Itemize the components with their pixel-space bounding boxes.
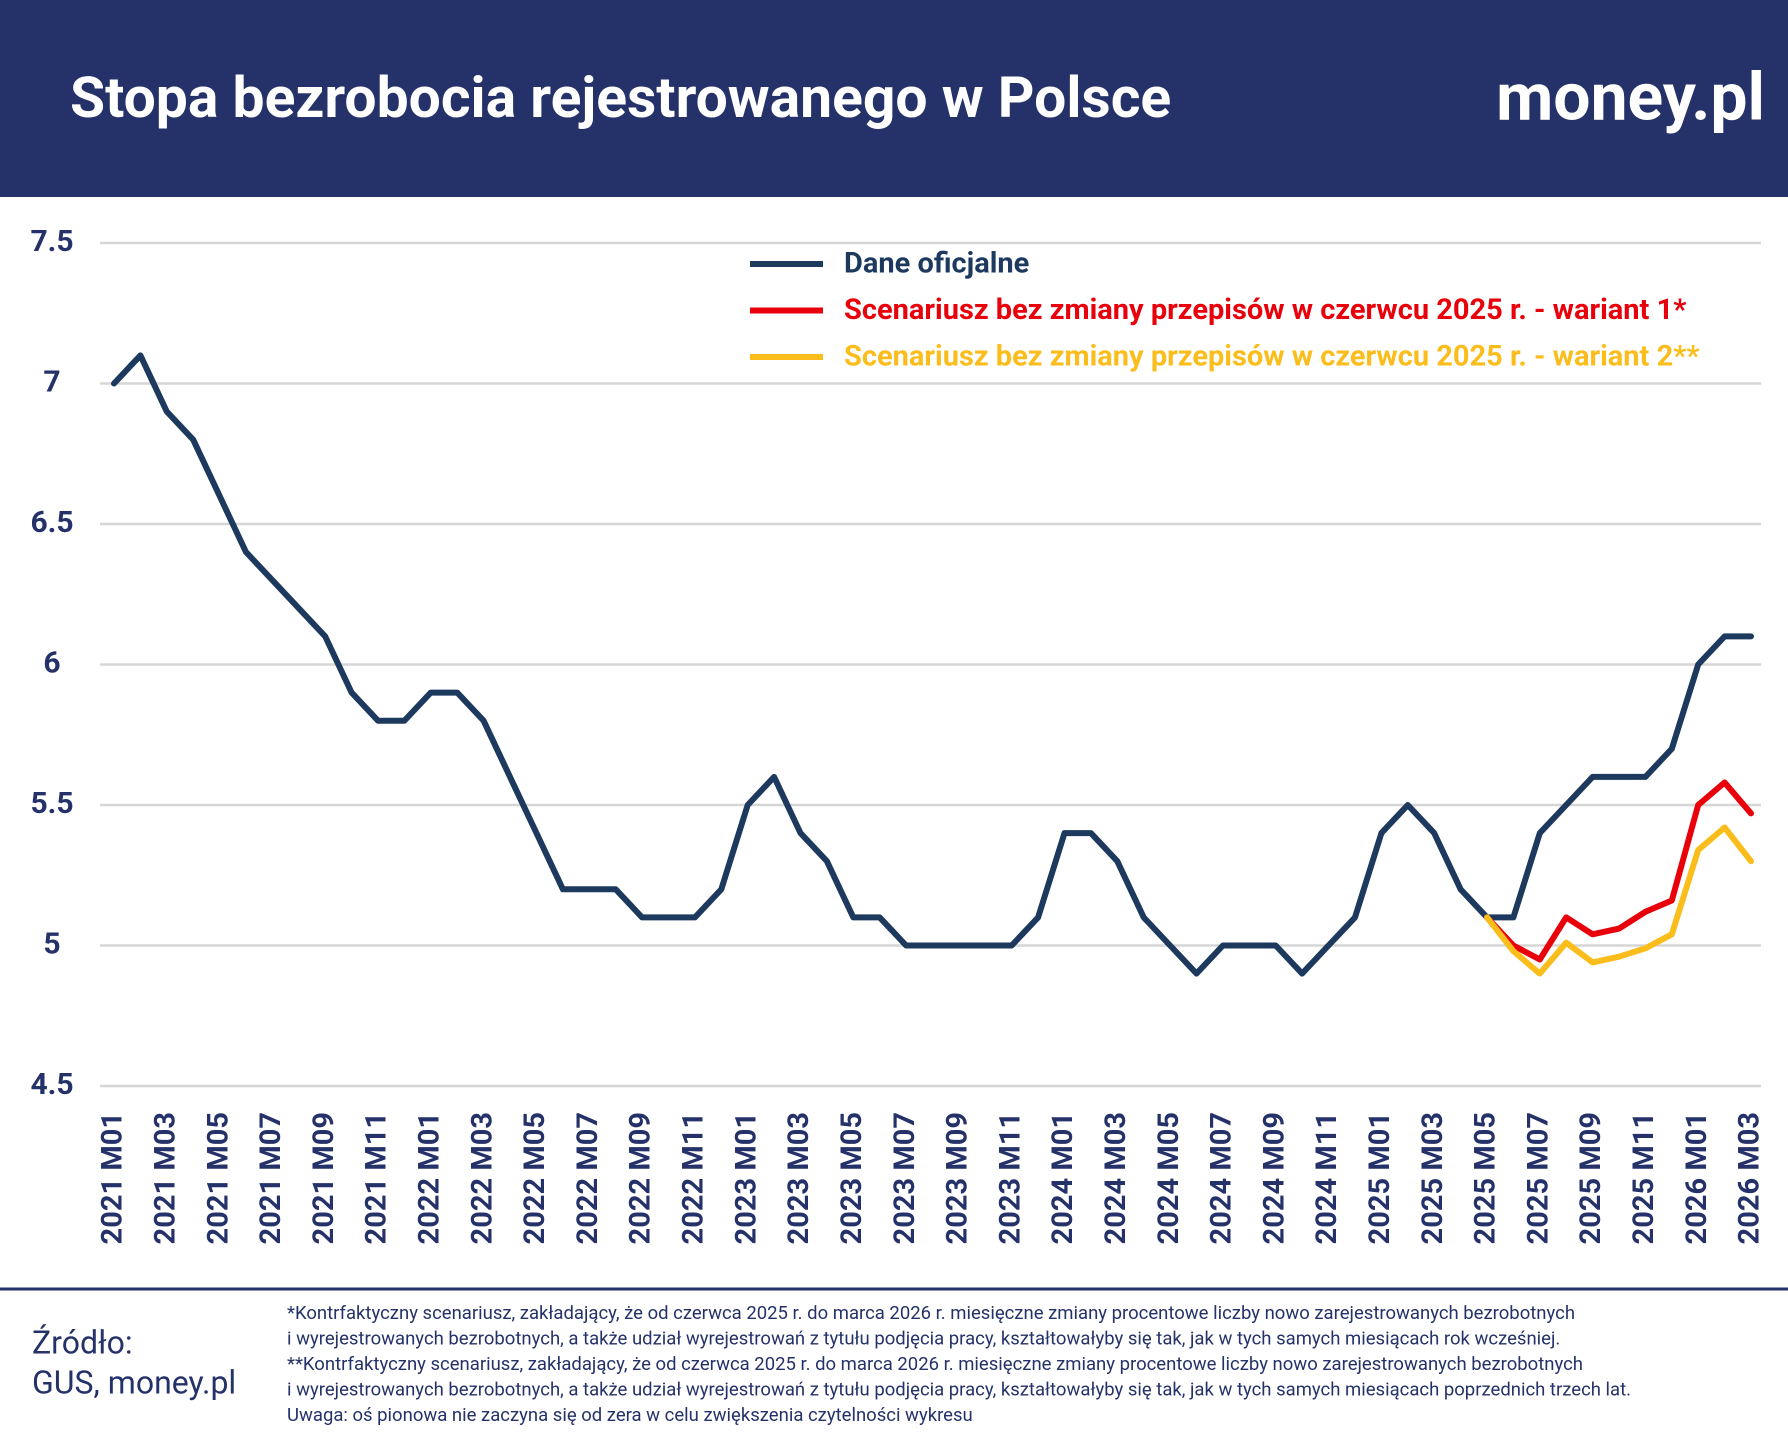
series-line bbox=[111, 352, 1754, 977]
x-tick-label: 2023 M05 bbox=[835, 1112, 869, 1244]
chart-title: Stopa bezrobocia rejestrowanego w Polsce bbox=[70, 64, 1171, 131]
x-tick-label: 2024 M03 bbox=[1099, 1112, 1133, 1244]
x-tick-label: 2022 M01 bbox=[412, 1112, 446, 1244]
note: Uwaga: oś pionowa nie zaczyna się od zer… bbox=[287, 1404, 973, 1426]
legend-label: Dane oficjalne bbox=[844, 247, 1029, 281]
y-tick-label: 4.5 bbox=[30, 1067, 73, 1102]
x-tick-label: 2021 M01 bbox=[96, 1112, 130, 1244]
y-tick-label: 7.5 bbox=[30, 224, 73, 259]
series-line bbox=[1484, 779, 1754, 963]
x-tick-label: 2024 M07 bbox=[1205, 1112, 1239, 1244]
note: i wyrejestrowanych bezrobotnych, a także… bbox=[287, 1327, 1560, 1349]
series-line bbox=[1484, 824, 1754, 977]
x-tick-label: 2026 M01 bbox=[1680, 1112, 1714, 1244]
x-tick-label: 2024 M05 bbox=[1152, 1112, 1186, 1244]
note: i wyrejestrowanych bezrobotnych, a także… bbox=[287, 1378, 1631, 1400]
x-tick-label: 2023 M09 bbox=[941, 1112, 975, 1244]
x-tick-label: 2025 M03 bbox=[1416, 1112, 1450, 1244]
x-tick-label: 2023 M07 bbox=[888, 1112, 922, 1244]
x-tick-label: 2024 M01 bbox=[1046, 1112, 1080, 1244]
y-tick-label: 5 bbox=[43, 926, 60, 961]
legend-label: Scenariusz bez zmiany przepisów w czerwc… bbox=[844, 293, 1686, 327]
x-tick-label: 2023 M03 bbox=[782, 1112, 816, 1244]
x-tick-label: 2023 M01 bbox=[729, 1112, 763, 1244]
source: GUS, money.pl bbox=[32, 1363, 236, 1401]
x-tick-label: 2026 M03 bbox=[1733, 1112, 1767, 1244]
header-bar bbox=[0, 0, 1788, 197]
x-tick-label: 2025 M05 bbox=[1469, 1112, 1503, 1244]
x-tick-label: 2025 M07 bbox=[1521, 1112, 1555, 1244]
logo: money.pl bbox=[1496, 59, 1765, 136]
x-tick-label: 2024 M11 bbox=[1310, 1112, 1344, 1244]
x-tick-label: 2022 M09 bbox=[624, 1112, 658, 1244]
x-tick-label: 2023 M11 bbox=[993, 1112, 1027, 1244]
x-tick-label: 2022 M03 bbox=[465, 1112, 499, 1244]
x-tick-label: 2022 M07 bbox=[571, 1112, 605, 1244]
legend-label: Scenariusz bez zmiany przepisów w czerwc… bbox=[844, 340, 1700, 374]
y-tick-label: 6.5 bbox=[30, 505, 73, 540]
x-tick-label: 2022 M05 bbox=[518, 1112, 552, 1244]
x-tick-label: 2024 M09 bbox=[1257, 1112, 1291, 1244]
note: **Kontrfaktyczny scenariusz, zakładający… bbox=[287, 1353, 1583, 1375]
x-tick-label: 2025 M09 bbox=[1574, 1112, 1608, 1244]
x-tick-label: 2022 M11 bbox=[677, 1112, 711, 1244]
x-tick-label: 2025 M11 bbox=[1627, 1112, 1661, 1244]
x-tick-label: 2025 M01 bbox=[1363, 1112, 1397, 1244]
y-tick-label: 7 bbox=[43, 364, 60, 399]
note: *Kontrfaktyczny scenariusz, zakładający,… bbox=[287, 1302, 1575, 1324]
y-tick-label: 6 bbox=[43, 645, 60, 680]
x-tick-label: 2021 M03 bbox=[148, 1112, 182, 1244]
x-tick-label: 2021 M07 bbox=[254, 1112, 288, 1244]
x-tick-label: 2021 M11 bbox=[360, 1112, 394, 1244]
x-tick-label: 2021 M09 bbox=[307, 1112, 341, 1244]
source: Źródło: bbox=[32, 1323, 133, 1361]
x-tick-label: 2021 M05 bbox=[201, 1112, 235, 1244]
y-tick-label: 5.5 bbox=[30, 786, 73, 821]
